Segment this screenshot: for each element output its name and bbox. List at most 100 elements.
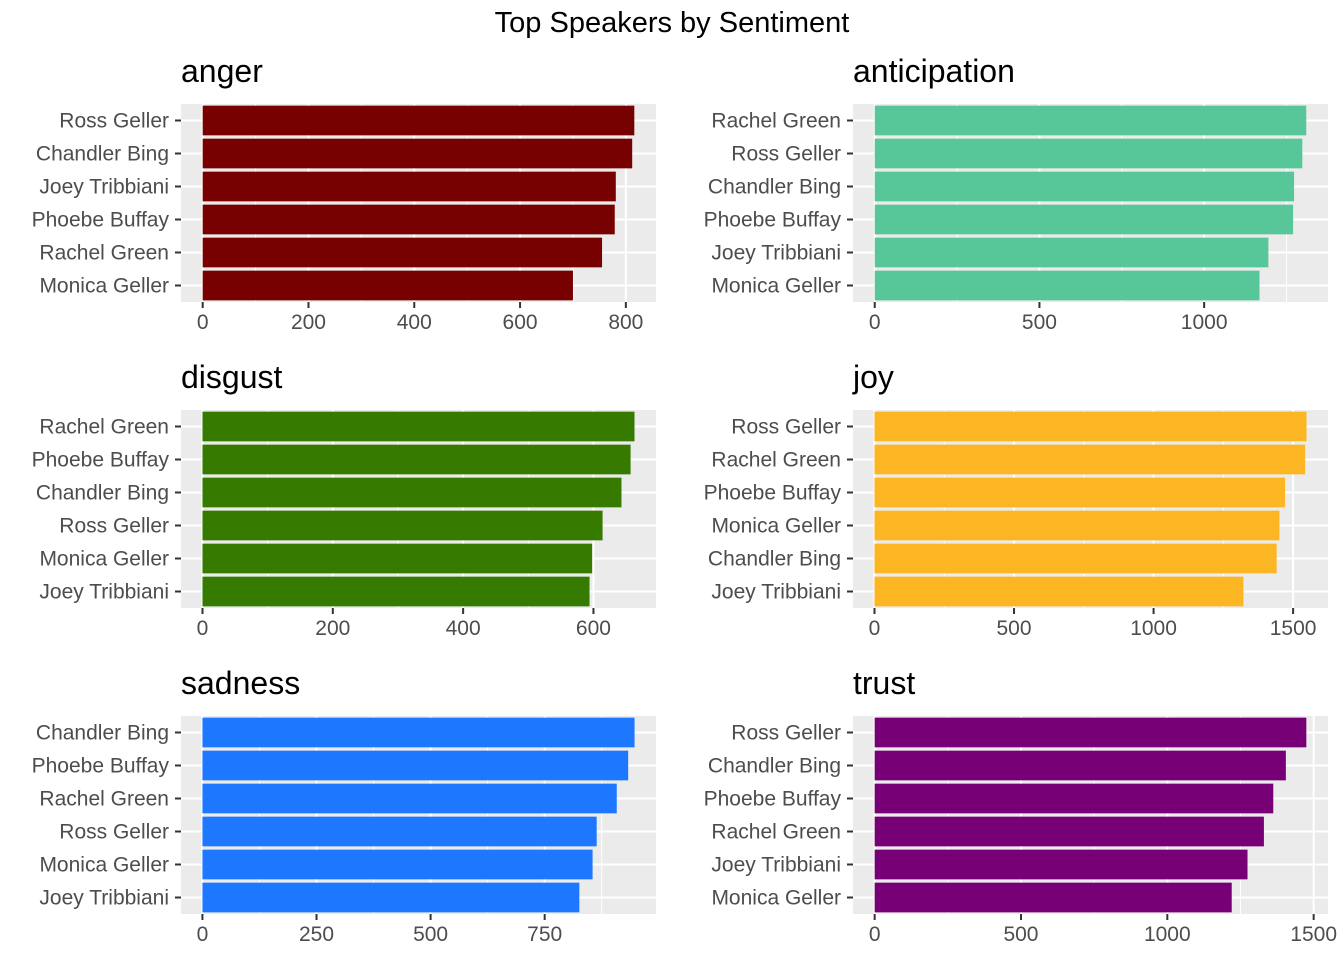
bar bbox=[874, 543, 1277, 574]
x-tick-label: 800 bbox=[608, 311, 643, 334]
bar bbox=[874, 750, 1286, 781]
bar bbox=[874, 477, 1286, 508]
x-tick-label: 250 bbox=[299, 923, 334, 946]
category-label: Rachel Green bbox=[711, 110, 841, 133]
bar bbox=[202, 204, 615, 235]
category-label: Chandler Bing bbox=[36, 482, 169, 505]
bar bbox=[202, 750, 629, 781]
bar bbox=[202, 477, 622, 508]
category-label: Ross Geller bbox=[731, 416, 841, 439]
bar bbox=[202, 138, 633, 169]
category-label: Chandler Bing bbox=[708, 755, 841, 778]
category-label: Ross Geller bbox=[59, 515, 169, 538]
bar bbox=[202, 783, 617, 814]
category-label: Ross Geller bbox=[731, 143, 841, 166]
figure-title: Top Speakers by Sentiment bbox=[495, 7, 850, 39]
x-tick-label: 0 bbox=[869, 311, 881, 334]
x-tick-label: 1500 bbox=[1290, 923, 1337, 946]
category-label: Ross Geller bbox=[731, 722, 841, 745]
category-label: Chandler Bing bbox=[36, 722, 169, 745]
panel-anticipation: anticipation Rachel Green Ross Geller Chand… bbox=[704, 53, 1328, 334]
panel-title: sadness bbox=[181, 665, 300, 701]
category-label: Monica Geller bbox=[711, 515, 841, 538]
category-label: Rachel Green bbox=[39, 788, 169, 811]
bar bbox=[874, 138, 1303, 169]
bar bbox=[874, 204, 1294, 235]
panel-title: joy bbox=[852, 359, 894, 395]
bar bbox=[874, 510, 1280, 541]
x-tick-label: 200 bbox=[315, 617, 350, 640]
bar bbox=[874, 816, 1264, 847]
category-label: Joey Tribbiani bbox=[711, 854, 841, 877]
bar bbox=[874, 783, 1274, 814]
bar bbox=[202, 510, 603, 541]
category-label: Phoebe Buffay bbox=[704, 209, 842, 232]
panel-title: anger bbox=[181, 53, 263, 89]
category-label: Joey Tribbiani bbox=[39, 887, 169, 910]
bar bbox=[874, 717, 1307, 748]
bar bbox=[202, 105, 635, 136]
panel-anger: anger Ross Geller Chandler Bing Joey Tribbi… bbox=[32, 53, 656, 334]
bar bbox=[874, 849, 1248, 880]
x-tick-label: 0 bbox=[197, 311, 209, 334]
x-tick-label: 0 bbox=[197, 923, 209, 946]
panel-title: anticipation bbox=[853, 53, 1015, 89]
x-tick-label: 1000 bbox=[1181, 311, 1228, 334]
bar bbox=[874, 576, 1244, 607]
category-label: Joey Tribbiani bbox=[711, 242, 841, 265]
category-label: Phoebe Buffay bbox=[704, 788, 842, 811]
x-tick-label: 200 bbox=[291, 311, 326, 334]
bar bbox=[874, 105, 1307, 136]
bar bbox=[874, 882, 1232, 913]
plot-background bbox=[181, 104, 656, 302]
panel-joy: joy Ross Geller Rachel Green Phoebe Buffay M… bbox=[704, 359, 1328, 640]
bar bbox=[874, 444, 1306, 475]
category-label: Chandler Bing bbox=[36, 143, 169, 166]
x-tick-label: 0 bbox=[197, 617, 209, 640]
panel-title: disgust bbox=[181, 359, 283, 395]
bar bbox=[874, 270, 1260, 301]
plot-background bbox=[181, 716, 656, 914]
bar bbox=[202, 543, 593, 574]
panel-sadness: sadness Chandler Bing Phoebe Buffay Rachel … bbox=[32, 665, 656, 946]
category-label: Rachel Green bbox=[711, 821, 841, 844]
x-tick-label: 1000 bbox=[1144, 923, 1191, 946]
x-tick-label: 750 bbox=[527, 923, 562, 946]
category-label: Ross Geller bbox=[59, 821, 169, 844]
category-label: Chandler Bing bbox=[708, 176, 841, 199]
x-tick-label: 500 bbox=[997, 617, 1032, 640]
bar bbox=[202, 171, 616, 202]
bar bbox=[202, 849, 593, 880]
x-tick-label: 1500 bbox=[1270, 617, 1317, 640]
bar bbox=[202, 816, 597, 847]
category-label: Joey Tribbiani bbox=[711, 581, 841, 604]
category-label: Monica Geller bbox=[39, 275, 169, 298]
x-tick-label: 400 bbox=[446, 617, 481, 640]
panel-title: trust bbox=[853, 665, 915, 701]
x-tick-label: 500 bbox=[413, 923, 448, 946]
panel-trust: trust Ross Geller Chandler Bing Phoebe Buff… bbox=[704, 665, 1337, 946]
bar bbox=[202, 237, 603, 268]
category-label: Phoebe Buffay bbox=[32, 209, 170, 232]
plot-background bbox=[853, 410, 1328, 608]
bar bbox=[874, 171, 1295, 202]
bar bbox=[202, 411, 635, 442]
x-tick-label: 0 bbox=[869, 617, 881, 640]
bar bbox=[202, 270, 573, 301]
plot-background bbox=[181, 410, 656, 608]
category-label: Phoebe Buffay bbox=[32, 449, 170, 472]
bar bbox=[874, 411, 1307, 442]
category-label: Phoebe Buffay bbox=[32, 755, 170, 778]
category-label: Monica Geller bbox=[39, 548, 169, 571]
category-label: Monica Geller bbox=[711, 275, 841, 298]
x-tick-label: 1000 bbox=[1130, 617, 1177, 640]
category-label: Monica Geller bbox=[39, 854, 169, 877]
bar bbox=[202, 576, 590, 607]
category-label: Ross Geller bbox=[59, 110, 169, 133]
bar bbox=[202, 882, 580, 913]
category-label: Rachel Green bbox=[39, 242, 169, 265]
x-tick-label: 600 bbox=[503, 311, 538, 334]
bar bbox=[202, 717, 635, 748]
